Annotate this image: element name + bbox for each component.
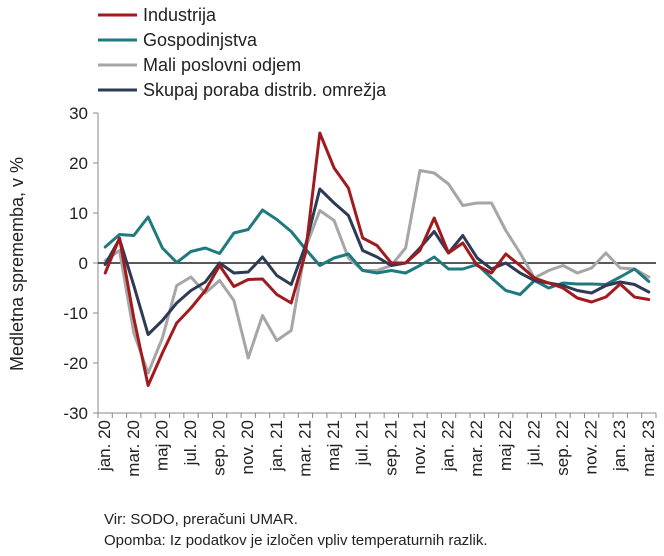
x-tick-label: mar. 22 [467,420,486,477]
chart-axes: 30 20 10 0 -10 -20 -30 [63,104,657,423]
x-tick-label: sep. 22 [553,420,572,476]
chart-legend: Industrija Gospodinjstva Mali poslovni odj… [98,5,387,100]
x-tick-label: jul. 22 [524,420,543,466]
x-tick-label: maj 21 [324,420,343,471]
x-tick-label: nov. 21 [410,420,429,475]
x-tick-label: jan. 20 [95,420,114,472]
x-tick-label: mar. 23 [639,420,658,477]
legend-label: Industrija [143,5,217,25]
y-tick-label: 0 [79,254,88,273]
x-tick-label: jan. 21 [267,420,286,472]
legend-label: Gospodinjstva [143,30,258,50]
y-tick-label: -30 [63,404,88,423]
series-line-2 [103,169,651,375]
x-tick-label: mar. 21 [296,420,315,477]
series-line-1 [103,208,651,296]
x-tick-label: nov. 22 [582,420,601,475]
x-tick-label: nov. 20 [238,420,257,475]
legend-label: Skupaj poraba distrib. omrežja [143,80,387,100]
x-tick-label: maj 22 [496,420,515,471]
remark-note: Opomba: Iz podatkov je izločen vpliv tem… [104,532,488,549]
y-tick-label: -10 [63,304,88,323]
source-note: Vir: SODO, preračuni UMAR. [104,511,298,528]
legend-label: Mali poslovni odjem [143,55,301,75]
x-tick-labels: jan. 20 mar. 20 maj 20 jul. 20 sep. 20 nov. 2… [95,420,658,477]
y-axis-label: Medletna sprememba, v % [7,157,27,371]
x-tick-label: jul. 20 [181,420,200,466]
series-line-3 [103,187,651,336]
x-tick-label: sep. 20 [210,420,229,476]
x-tick-label: jan. 23 [610,420,629,472]
x-tick-label: jan. 22 [439,420,458,472]
x-tick-label: maj 20 [152,420,171,471]
chart-series [103,131,651,387]
y-tick-label: 10 [69,204,88,223]
x-tick-label: jul. 21 [353,420,372,466]
y-tick-label: 20 [69,154,88,173]
y-tick-label: 30 [69,104,88,123]
series-line-0 [103,131,651,387]
x-tick-label: mar. 20 [124,420,143,477]
y-tick-label: -20 [63,354,88,373]
x-tick-label: sep. 21 [381,420,400,476]
